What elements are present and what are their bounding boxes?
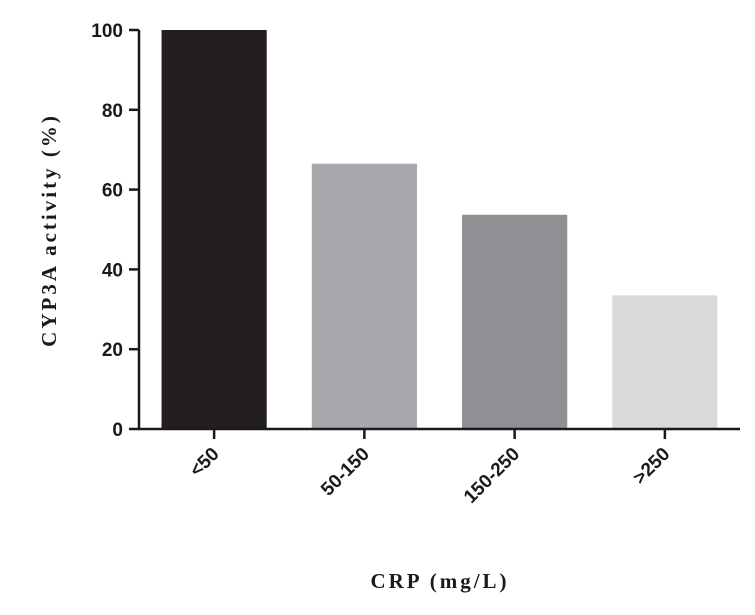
x-tick-label-3: >250 <box>629 444 674 489</box>
bar-3 <box>612 295 718 429</box>
y-tick-label-0: 0 <box>112 420 123 441</box>
y-tick-label-5: 100 <box>91 21 123 42</box>
x-axis-title: CRP (mg/L) <box>370 569 509 593</box>
y-tick-label-4: 80 <box>102 101 123 122</box>
y-axis-title: CYP3A activity (%) <box>37 113 61 347</box>
bars-group <box>161 30 718 430</box>
x-tick-label-0: <50 <box>186 444 224 482</box>
y-tick-label-1: 20 <box>102 340 123 361</box>
bar-0 <box>161 30 267 429</box>
y-tick-label-2: 40 <box>102 260 123 281</box>
y-tick-label-3: 60 <box>102 181 123 202</box>
axes-group <box>137 30 740 431</box>
bar-2 <box>462 214 568 429</box>
y-ticks-group: 0 20 40 60 80 100 <box>91 21 139 441</box>
x-tick-label-2: 150-250 <box>460 444 524 508</box>
x-ticks-group: <50 50-150 150-250 >250 <box>186 429 674 508</box>
bar-1 <box>311 163 417 430</box>
x-tick-label-1: 50-150 <box>317 444 374 501</box>
